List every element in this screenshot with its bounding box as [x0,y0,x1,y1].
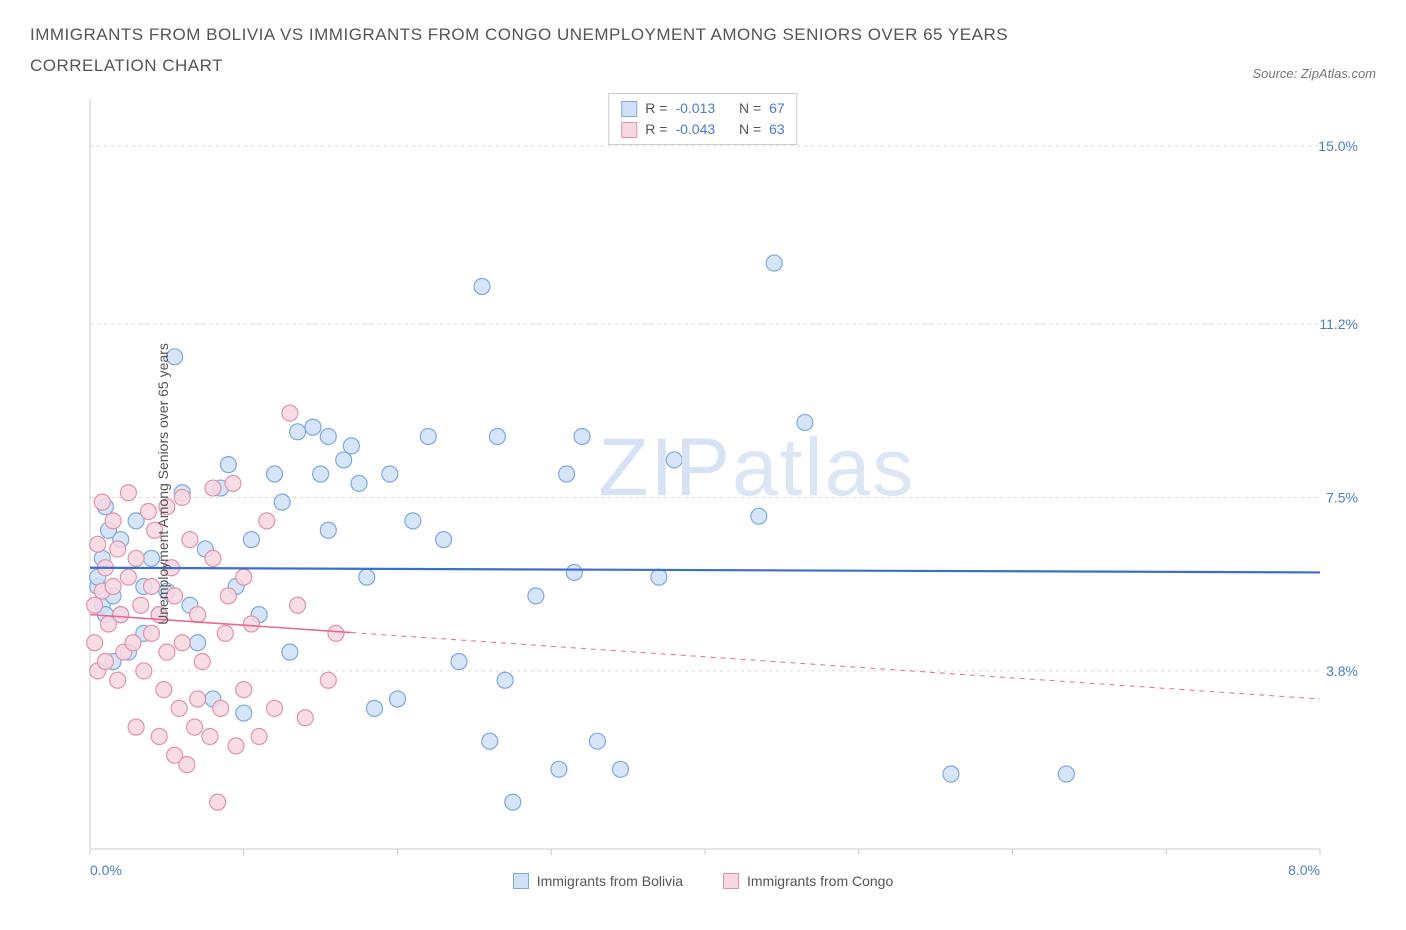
svg-text:8.0%: 8.0% [1288,862,1320,878]
chart-title: IMMIGRANTS FROM BOLIVIA VS IMMIGRANTS FR… [30,20,1130,81]
chart-container: Unemployment Among Seniors over 65 years… [30,89,1376,879]
svg-text:11.2%: 11.2% [1319,316,1358,332]
correlation-legend: R =-0.013 N =67R =-0.043 N =63 [608,93,797,145]
scatter-chart: 3.8% 7.5% 11.2% 15.0% 0.0% 8.0% [30,89,1360,879]
svg-text:15.0%: 15.0% [1318,138,1358,154]
source-attribution: Source: ZipAtlas.com [1252,66,1376,81]
y-axis-label: Unemployment Among Seniors over 65 years [155,343,171,625]
legend-correlation-row: R =-0.013 N =67 [621,98,784,119]
svg-text:3.8%: 3.8% [1326,663,1358,679]
legend-correlation-row: R =-0.043 N =63 [621,119,784,140]
svg-text:7.5%: 7.5% [1326,490,1358,506]
svg-text:0.0%: 0.0% [90,862,122,878]
